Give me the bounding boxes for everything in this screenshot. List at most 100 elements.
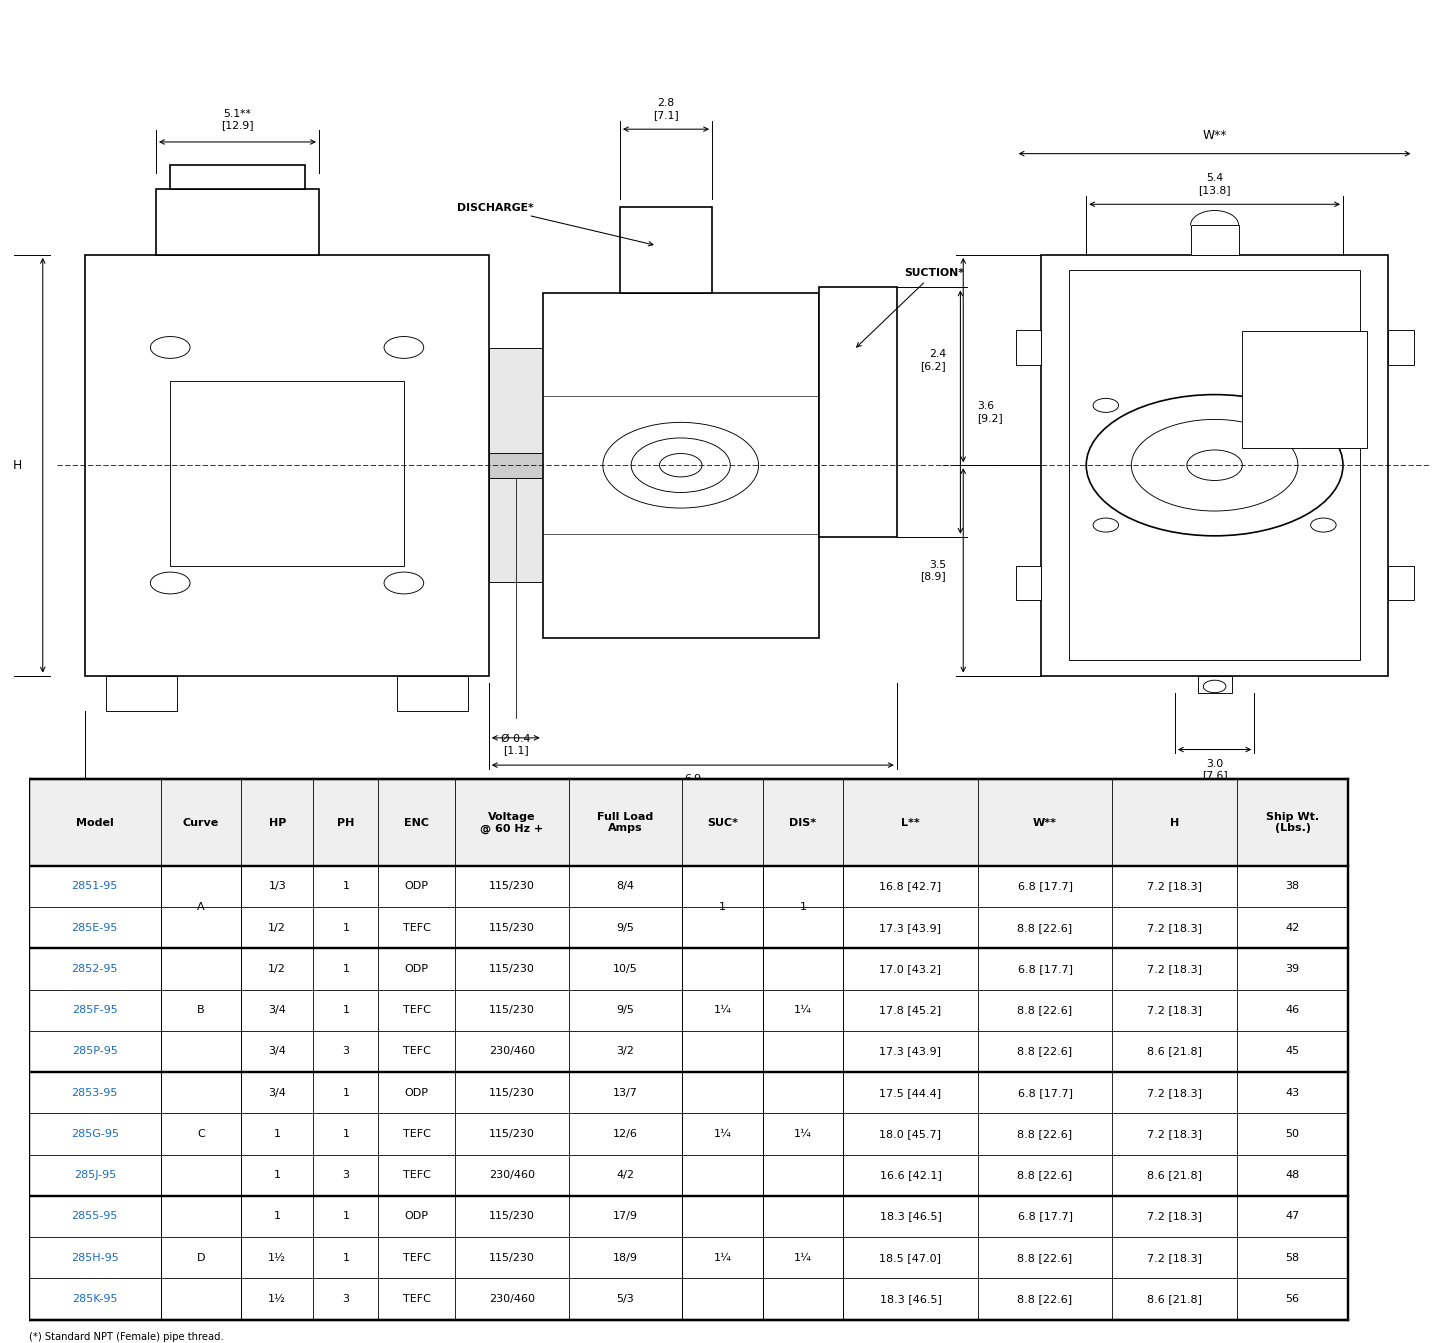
Text: 50: 50	[1286, 1129, 1299, 1139]
Text: 115/230: 115/230	[488, 1129, 535, 1139]
Bar	[397, 676, 468, 710]
Text: 5/3: 5/3	[617, 1293, 634, 1304]
Text: A: A	[197, 902, 205, 912]
Text: 7.2 [18.3]: 7.2 [18.3]	[1147, 1253, 1202, 1262]
Bar	[1389, 330, 1413, 364]
Text: TEFC: TEFC	[403, 1005, 431, 1015]
Text: 1/2: 1/2	[269, 923, 286, 932]
Text: 3.5
[8.9]: 3.5 [8.9]	[920, 560, 946, 582]
Text: 1: 1	[342, 1129, 350, 1139]
Circle shape	[631, 438, 730, 493]
Text: 285E-95: 285E-95	[72, 923, 118, 932]
Circle shape	[603, 422, 759, 508]
Bar	[568, 779, 682, 866]
Text: SUCTION*: SUCTION*	[857, 269, 964, 346]
Text: 1: 1	[342, 964, 350, 974]
Text: 3/4: 3/4	[269, 1088, 286, 1097]
Text: 115/230: 115/230	[488, 881, 535, 892]
Circle shape	[1204, 680, 1225, 693]
Text: 1¼: 1¼	[793, 1005, 812, 1015]
Text: 6.9
[17.6]: 6.9 [17.6]	[676, 775, 709, 796]
Text: 7.2 [18.3]: 7.2 [18.3]	[1147, 923, 1202, 932]
Text: 3: 3	[342, 1293, 350, 1304]
Text: 39: 39	[1286, 964, 1299, 974]
Text: 18.0 [45.7]: 18.0 [45.7]	[880, 1129, 942, 1139]
Circle shape	[1087, 395, 1342, 536]
Bar	[763, 1195, 844, 1320]
Text: 1: 1	[342, 881, 350, 892]
Text: 8/4: 8/4	[617, 881, 634, 892]
Bar	[455, 779, 568, 866]
Text: 285H-95: 285H-95	[71, 1253, 118, 1262]
Text: ODP: ODP	[405, 964, 429, 974]
Text: 1: 1	[273, 1211, 280, 1221]
Text: 1¼: 1¼	[714, 1005, 731, 1015]
Bar	[1069, 270, 1360, 659]
Text: 8.6 [21.8]: 8.6 [21.8]	[1147, 1046, 1202, 1057]
Text: 285P-95: 285P-95	[72, 1046, 117, 1057]
Bar	[160, 1072, 241, 1195]
Text: Model: Model	[77, 818, 114, 827]
Text: 16.6 [42.1]: 16.6 [42.1]	[880, 1170, 941, 1180]
Text: Voltage
@ 60 Hz +: Voltage @ 60 Hz +	[480, 811, 543, 834]
Text: 285J-95: 285J-95	[74, 1170, 116, 1180]
Text: 1: 1	[273, 1129, 280, 1139]
Bar	[488, 348, 543, 582]
Text: 18.5 [47.0]: 18.5 [47.0]	[880, 1253, 942, 1262]
Text: TEFC: TEFC	[403, 1253, 431, 1262]
Text: 6.8 [17.7]: 6.8 [17.7]	[1017, 964, 1072, 974]
Text: 7.2 [18.3]: 7.2 [18.3]	[1147, 1211, 1202, 1221]
Bar	[763, 1072, 844, 1195]
Text: ODP: ODP	[405, 1211, 429, 1221]
Bar	[85, 255, 488, 676]
Text: 46: 46	[1286, 1005, 1299, 1015]
Text: 45: 45	[1286, 1046, 1299, 1057]
Text: C: C	[197, 1129, 205, 1139]
Text: 10/5: 10/5	[613, 964, 637, 974]
Text: 38: 38	[1286, 881, 1299, 892]
Text: 115/230: 115/230	[488, 1088, 535, 1097]
Bar	[379, 779, 455, 866]
Text: 17.5 [44.4]: 17.5 [44.4]	[880, 1088, 942, 1097]
Text: 7.2 [18.3]: 7.2 [18.3]	[1147, 1088, 1202, 1097]
Text: 1/2: 1/2	[269, 964, 286, 974]
Text: DISCHARGE*: DISCHARGE*	[457, 203, 653, 246]
Text: 42: 42	[1286, 923, 1299, 932]
Text: 1: 1	[342, 1088, 350, 1097]
Circle shape	[1092, 518, 1118, 532]
Bar	[682, 1195, 763, 1320]
Text: 48: 48	[1286, 1170, 1299, 1180]
Bar	[1198, 676, 1231, 693]
Bar	[763, 779, 844, 866]
Text: 7.2 [18.3]: 7.2 [18.3]	[1147, 964, 1202, 974]
Bar	[29, 779, 160, 866]
Text: 1: 1	[342, 1005, 350, 1015]
Bar	[1040, 255, 1389, 676]
Text: 285K-95: 285K-95	[72, 1293, 117, 1304]
Text: 4/2: 4/2	[617, 1170, 634, 1180]
Text: H: H	[13, 459, 22, 471]
Text: 18.3 [46.5]: 18.3 [46.5]	[880, 1211, 941, 1221]
Bar	[1191, 226, 1238, 255]
Text: TEFC: TEFC	[403, 1129, 431, 1139]
Text: 1: 1	[342, 1211, 350, 1221]
Bar	[682, 779, 763, 866]
Text: 2855-95: 2855-95	[72, 1211, 118, 1221]
Text: ODP: ODP	[405, 1088, 429, 1097]
Bar	[763, 948, 844, 1072]
Text: 7.2 [18.3]: 7.2 [18.3]	[1147, 1005, 1202, 1015]
Text: ENC: ENC	[405, 818, 429, 827]
Bar	[978, 779, 1113, 866]
Bar	[156, 188, 319, 255]
Text: ODP: ODP	[405, 881, 429, 892]
Text: TEFC: TEFC	[403, 923, 431, 932]
Circle shape	[1311, 518, 1337, 532]
Text: 285G-95: 285G-95	[71, 1129, 118, 1139]
Text: 5.1**
[12.9]: 5.1** [12.9]	[221, 109, 254, 130]
Bar	[819, 287, 897, 537]
Text: 7.2 [18.3]: 7.2 [18.3]	[1147, 881, 1202, 892]
Text: Ship Wt.
(Lbs.): Ship Wt. (Lbs.)	[1266, 811, 1319, 834]
Bar	[488, 453, 543, 478]
Text: 17.3 [43.9]: 17.3 [43.9]	[880, 1046, 942, 1057]
Circle shape	[1131, 419, 1298, 512]
